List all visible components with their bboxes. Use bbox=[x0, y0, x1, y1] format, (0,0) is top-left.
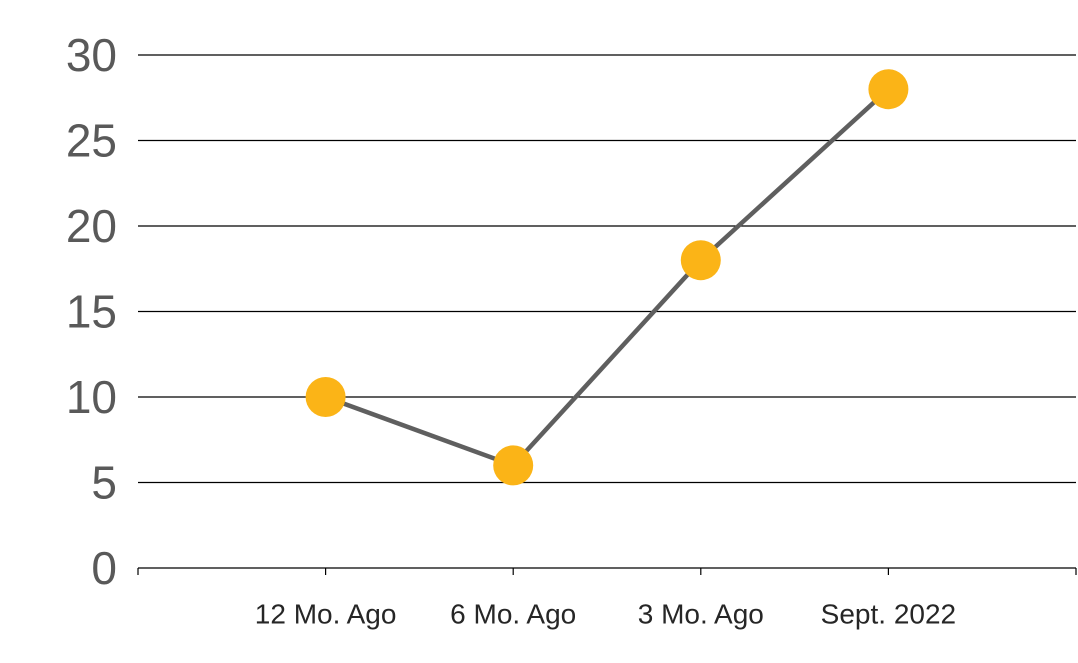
data-point-marker bbox=[680, 240, 721, 281]
data-point-marker bbox=[305, 377, 346, 417]
y-tick-label: 5 bbox=[91, 457, 117, 509]
data-point-marker bbox=[493, 445, 534, 486]
series-line bbox=[323, 86, 891, 468]
x-tick-label: 12 Mo. Ago bbox=[255, 599, 397, 630]
x-axis bbox=[137, 567, 1077, 575]
gridlines bbox=[138, 54, 1076, 484]
x-tick-label: 6 Mo. Ago bbox=[450, 599, 576, 630]
y-tick-labels: 0 5 10 15 20 25 30 bbox=[66, 29, 117, 594]
y-tick-label: 20 bbox=[66, 200, 117, 252]
y-tick-label: 15 bbox=[66, 286, 117, 338]
series bbox=[305, 69, 909, 486]
y-tick-label: 0 bbox=[91, 542, 117, 594]
y-tick-label: 10 bbox=[66, 371, 117, 423]
y-tick-label: 25 bbox=[66, 115, 117, 167]
x-tick-label: 3 Mo. Ago bbox=[638, 599, 764, 630]
data-point-marker bbox=[868, 69, 909, 110]
x-tick-label: Sept. 2022 bbox=[821, 599, 956, 630]
x-tick-labels: 12 Mo. Ago 6 Mo. Ago 3 Mo. Ago Sept. 2022 bbox=[255, 599, 956, 630]
y-tick-label: 30 bbox=[66, 29, 117, 81]
